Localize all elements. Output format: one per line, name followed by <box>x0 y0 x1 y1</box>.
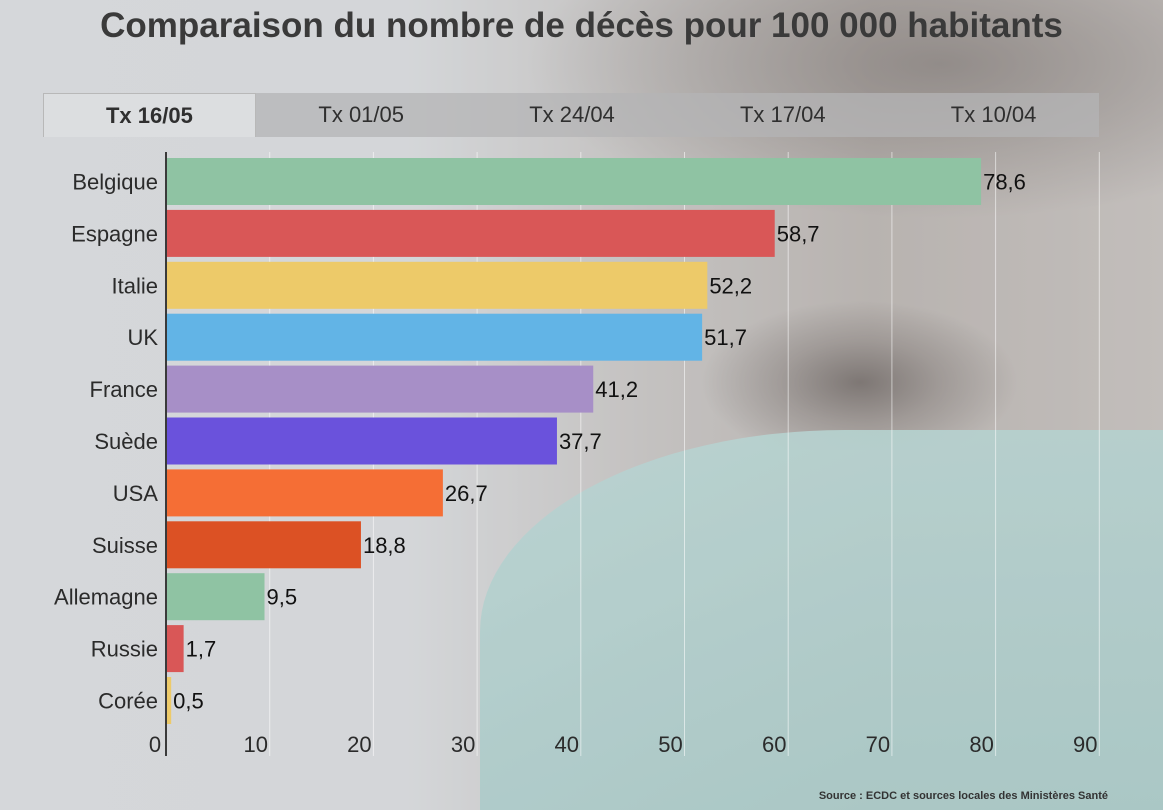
value-label-5: 37,7 <box>559 429 602 454</box>
bar-7 <box>166 521 361 569</box>
bar-10 <box>166 677 172 724</box>
date-tabs: Tx 16/05 Tx 01/05 Tx 24/04 Tx 17/04 Tx 1… <box>43 93 1099 137</box>
source-note: Source : ECDC et sources locales des Min… <box>818 790 1108 802</box>
category-label-3: UK <box>127 325 158 350</box>
bar-4 <box>166 365 594 413</box>
value-label-2: 52,2 <box>709 273 752 298</box>
tab-17-04[interactable]: Tx 17/04 <box>739 102 826 127</box>
x-tick-label-10: 10 <box>243 732 267 757</box>
category-label-6: USA <box>113 481 159 506</box>
x-tick-label-20: 20 <box>347 732 371 757</box>
value-label-10: 0,5 <box>173 689 204 714</box>
category-label-2: Italie <box>112 273 158 298</box>
value-label-3: 51,7 <box>704 325 747 350</box>
value-label-0: 78,6 <box>983 170 1026 195</box>
category-label-0: Belgique <box>72 170 158 195</box>
x-tick-label-80: 80 <box>969 732 993 757</box>
chart-title: Comparaison du nombre de décès pour 100 … <box>100 6 1063 45</box>
x-tick-label-40: 40 <box>555 732 579 757</box>
x-tick-label-60: 60 <box>762 732 786 757</box>
x-tick-label-50: 50 <box>658 732 682 757</box>
bar-0 <box>166 158 982 205</box>
bar-1 <box>166 209 775 257</box>
x-tick-label-70: 70 <box>866 732 890 757</box>
photo-eye <box>700 300 1020 450</box>
value-label-7: 18,8 <box>363 533 406 558</box>
value-label-4: 41,2 <box>595 377 638 402</box>
bar-8 <box>166 573 265 621</box>
bar-9 <box>166 625 184 673</box>
value-label-9: 1,7 <box>186 637 217 662</box>
bar-5 <box>166 417 557 465</box>
category-label-7: Suisse <box>92 533 158 558</box>
x-tick-label-90: 90 <box>1073 732 1097 757</box>
category-label-4: France <box>90 377 158 402</box>
tab-24-04[interactable]: Tx 24/04 <box>529 102 615 127</box>
category-label-5: Suède <box>94 429 158 454</box>
value-label-1: 58,7 <box>777 221 820 246</box>
value-label-6: 26,7 <box>445 481 488 506</box>
photo-surgical-mask <box>480 430 1163 810</box>
bar-2 <box>166 261 708 309</box>
category-label-9: Russie <box>91 637 158 662</box>
x-tick-label-30: 30 <box>451 732 475 757</box>
tab-10-04[interactable]: Tx 10/04 <box>950 102 1037 127</box>
value-label-8: 9,5 <box>267 585 298 610</box>
tab-16-05[interactable]: Tx 16/05 <box>43 93 256 137</box>
category-label-8: Allemagne <box>54 585 158 610</box>
bar-3 <box>166 313 703 361</box>
bar-6 <box>166 469 443 517</box>
tab-01-05[interactable]: Tx 01/05 <box>318 102 404 127</box>
category-label-1: Espagne <box>71 221 158 246</box>
x-tick-label-0: 0 <box>149 732 161 757</box>
category-label-10: Corée <box>98 689 158 714</box>
